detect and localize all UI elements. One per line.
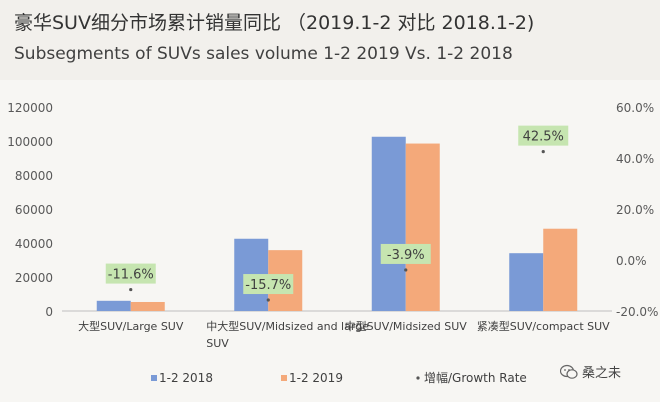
growth-marker bbox=[129, 287, 133, 292]
wechat-icon bbox=[560, 364, 578, 379]
growth-marker bbox=[404, 268, 408, 272]
category-label: SUV bbox=[206, 337, 229, 350]
y-tick-label: 0 bbox=[45, 305, 53, 319]
y2-tick-label: 0.0% bbox=[616, 254, 647, 268]
bar-chart: 0 20000 40000 60000 80000 100000 120000 -20.0% 0… bbox=[7, 101, 658, 385]
bar-2018 bbox=[371, 136, 406, 311]
legend-label-growth: 增幅/Growth Rate bbox=[424, 370, 527, 385]
growth-marker bbox=[266, 298, 270, 302]
growth-data-label: -15.7% bbox=[245, 278, 291, 293]
y2-tick-label: 40.0% bbox=[616, 152, 654, 166]
growth-label-box bbox=[243, 274, 294, 295]
watermark-text: 桑之未 bbox=[582, 366, 622, 381]
growth-data-label: 42.5% bbox=[523, 130, 564, 145]
watermark: 桑之未 bbox=[560, 362, 621, 381]
growth-marker bbox=[541, 150, 545, 154]
growth-label-box bbox=[518, 125, 569, 146]
legend-label-2018: 1-2 2018 bbox=[159, 371, 213, 385]
y2-tick-label: 20.0% bbox=[616, 203, 654, 217]
growth-data-label: -11.6% bbox=[108, 268, 154, 283]
legend-marker-growth bbox=[416, 376, 420, 380]
bar-2019 bbox=[543, 228, 578, 311]
y-tick-label: 60000 bbox=[15, 203, 53, 217]
category-label: 紧凑型SUV/compact SUV bbox=[477, 319, 610, 333]
legend-swatch-2019 bbox=[281, 375, 287, 381]
y-tick-label: 40000 bbox=[15, 237, 53, 251]
y2-tick-label: -20.0% bbox=[616, 305, 658, 319]
growth-label-box bbox=[380, 243, 431, 264]
y-tick-label: 80000 bbox=[15, 169, 53, 183]
y2-tick-label: 60.0% bbox=[616, 101, 654, 115]
y-tick-label: 120000 bbox=[7, 101, 53, 115]
category-label: 大型SUV/Large SUV bbox=[78, 319, 184, 333]
chart-header: 豪华SUV细分市场累计销量同比 （2019.1-2 对比 2018.1-2) S… bbox=[0, 0, 660, 80]
y-tick-label: 20000 bbox=[15, 271, 53, 285]
growth-data-label: -3.9% bbox=[387, 248, 425, 263]
legend-label-2019: 1-2 2019 bbox=[289, 371, 343, 385]
bar-2018 bbox=[96, 300, 131, 311]
chart-title: 豪华SUV细分市场累计销量同比 （2019.1-2 对比 2018.1-2) bbox=[14, 12, 535, 34]
bar-2019 bbox=[130, 301, 165, 311]
category-label: 中大型SUV/Midsized and large bbox=[206, 319, 369, 333]
legend-swatch-2018 bbox=[151, 375, 157, 381]
y-tick-label: 100000 bbox=[7, 135, 53, 149]
growth-label-box bbox=[105, 263, 156, 284]
bar-2019 bbox=[405, 143, 440, 311]
chart-subtitle: Subsegments of SUVs sales volume 1-2 201… bbox=[14, 44, 513, 64]
category-label: 中型SUV/Midsized SUV bbox=[345, 319, 468, 333]
bar-2018 bbox=[509, 253, 544, 311]
